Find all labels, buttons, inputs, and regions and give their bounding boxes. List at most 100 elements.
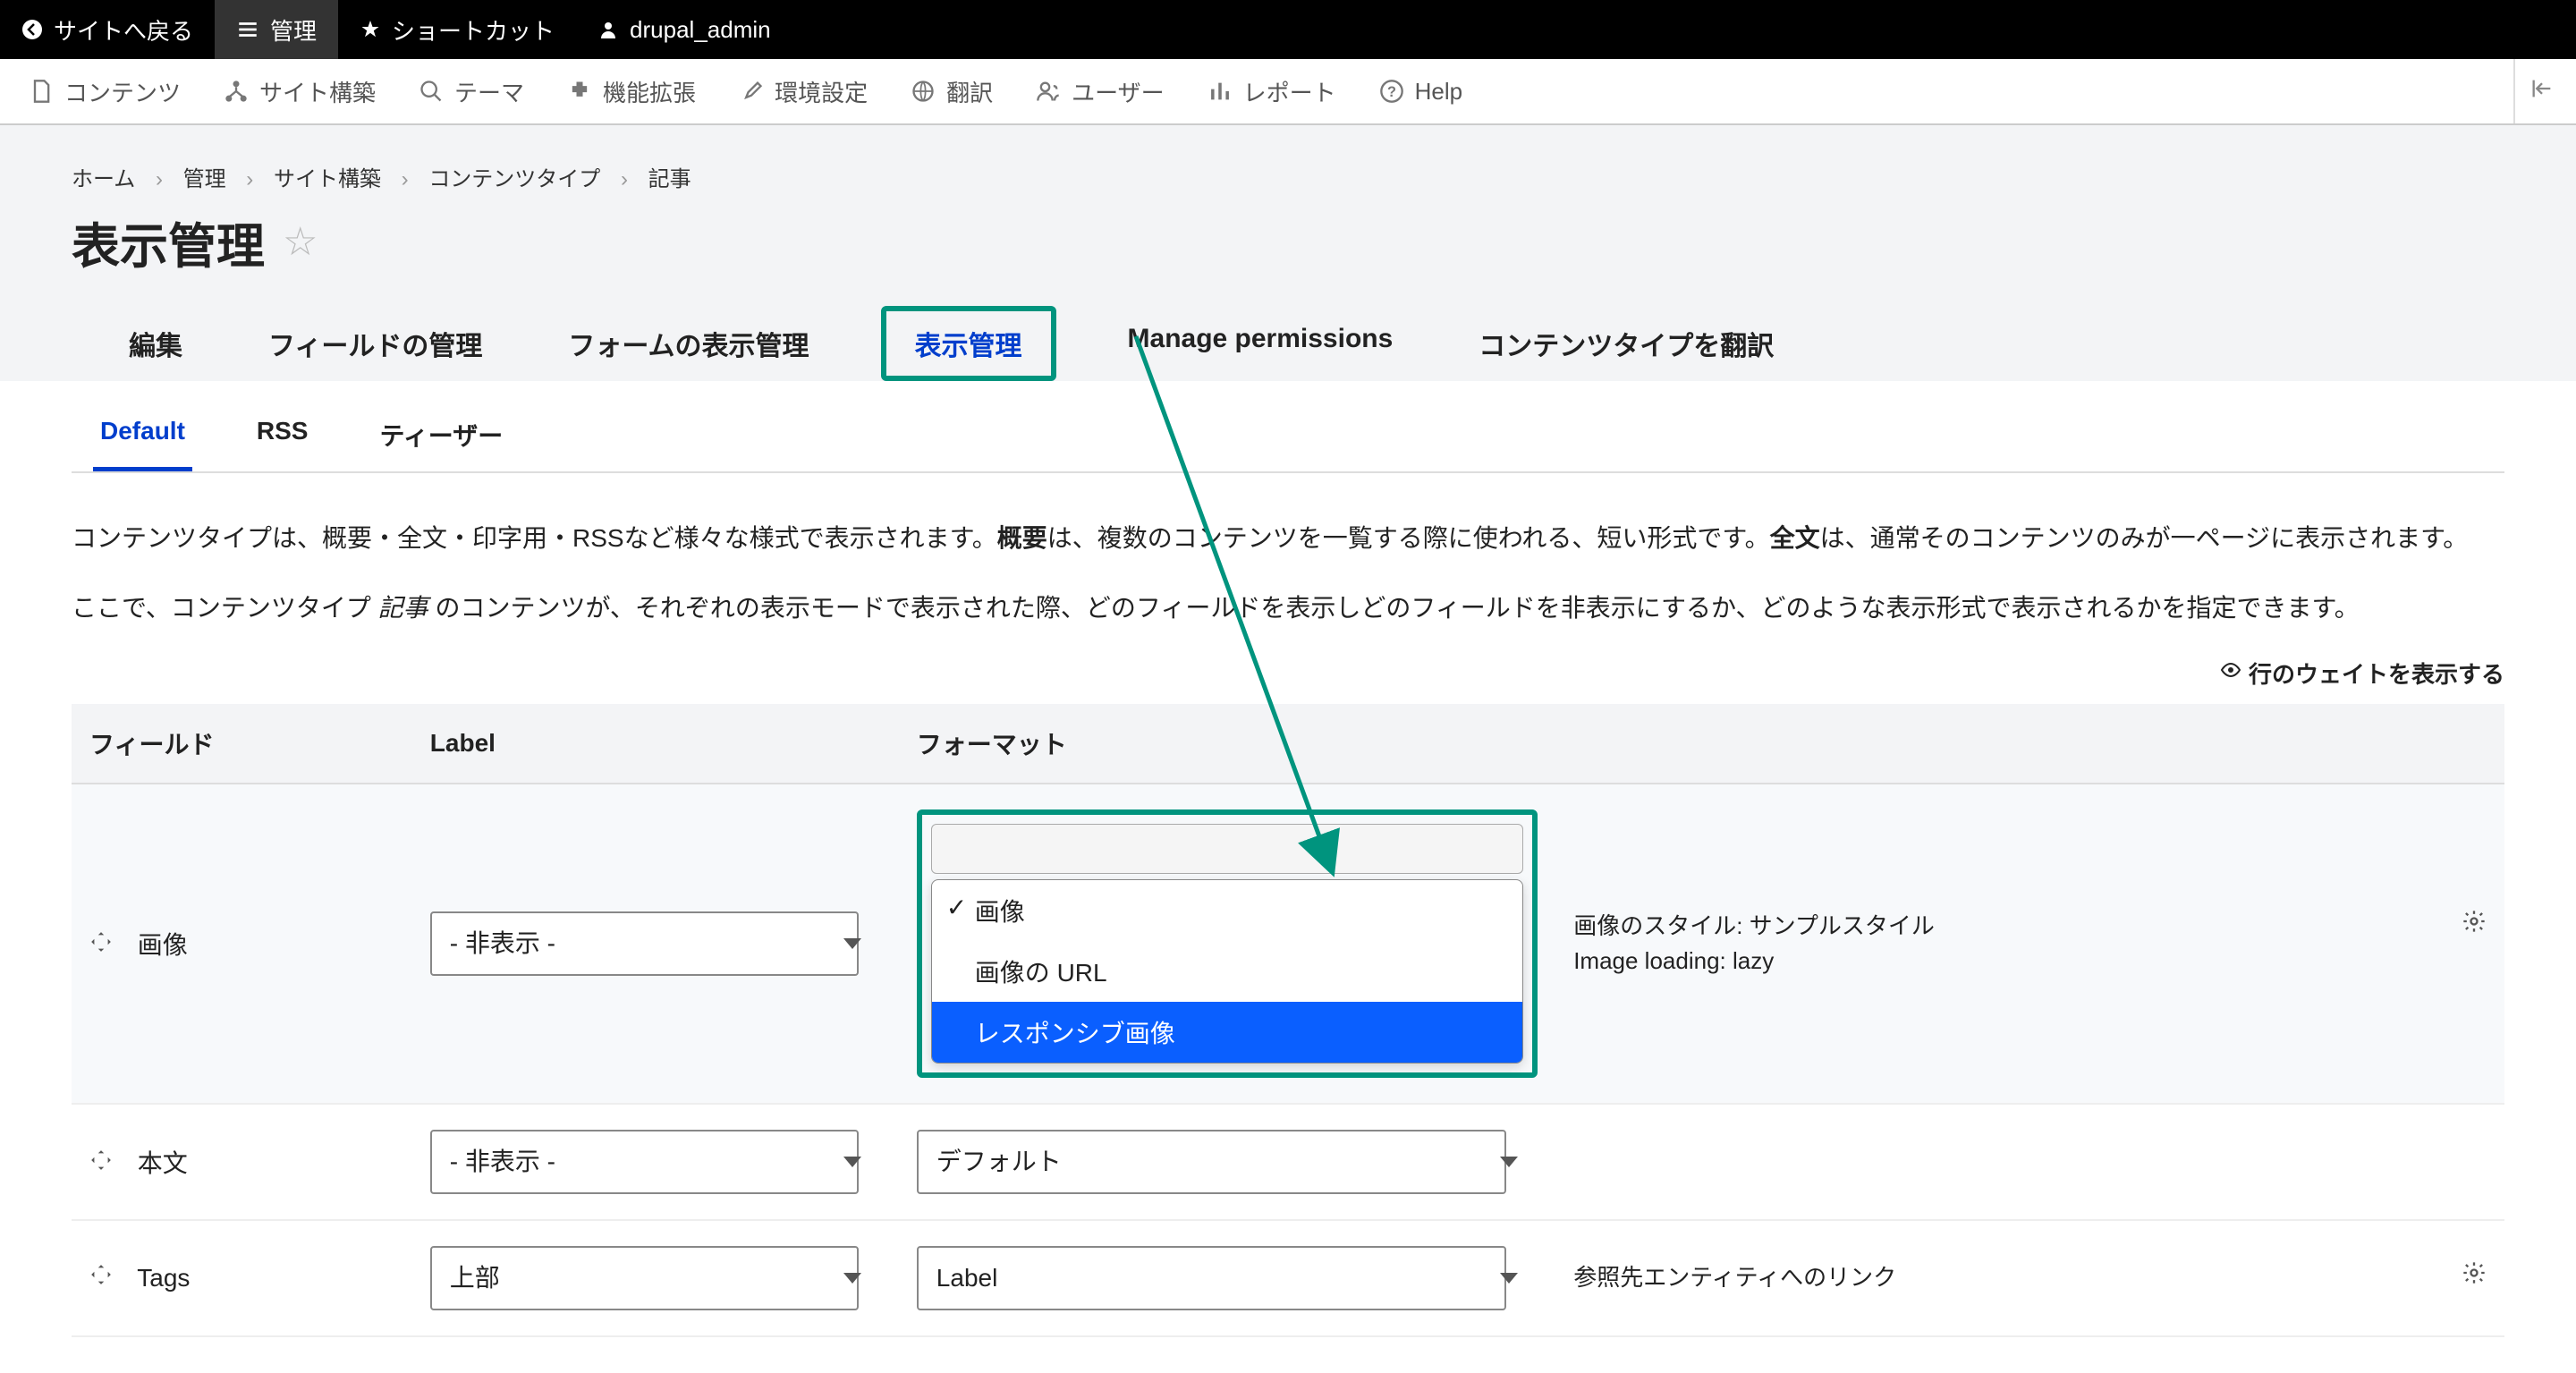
settings-gear-button[interactable] <box>2462 1260 2487 1292</box>
reports-icon <box>1208 79 1233 104</box>
admin-reports-link[interactable]: レポート <box>1186 59 1358 123</box>
breadcrumb-sep: › <box>402 167 409 191</box>
format-dropdown-open: 画像 画像の URL レスポンシブ画像 <box>931 879 1523 1064</box>
settings-gear-button[interactable] <box>2462 909 2487 940</box>
admin-translate-link[interactable]: 翻訳 <box>889 59 1014 123</box>
breadcrumb-item[interactable]: サイト構築 <box>274 167 381 191</box>
format-option-image[interactable]: 画像 <box>932 880 1522 941</box>
hamburger-icon <box>236 18 259 41</box>
admin-content-link[interactable]: コンテンツ <box>7 59 202 123</box>
subtab-default[interactable]: Default <box>93 403 192 471</box>
label-select-image[interactable]: - 非表示 - <box>430 911 859 976</box>
admin-extend-link[interactable]: 機能拡張 <box>546 59 717 123</box>
breadcrumb-sep: › <box>156 167 163 191</box>
admin-structure-label: サイト構築 <box>259 75 376 108</box>
summary-image-style: 画像のスタイル: サンプルスタイル <box>1573 909 2487 944</box>
format-option-url[interactable]: 画像の URL <box>932 941 1522 1002</box>
field-name-body: 本文 <box>138 1149 188 1177</box>
user-menu-button[interactable]: drupal_admin <box>576 0 792 59</box>
breadcrumb: ホーム › 管理 › サイト構築 › コンテンツタイプ › 記事 <box>72 161 2504 192</box>
show-row-weights-label: 行のウェイトを表示する <box>2249 657 2504 690</box>
field-name-image: 画像 <box>138 931 188 959</box>
people-icon <box>1036 79 1061 104</box>
content-icon <box>29 79 54 104</box>
secondary-tabs: Default RSS ティーザー <box>72 403 2504 473</box>
field-name-tags: Tags <box>137 1264 190 1292</box>
field-display-table: フィールド Label フォーマット 画像 - 非表示 - <box>72 704 2504 1337</box>
user-icon <box>597 19 619 40</box>
summary-image-loading: Image loading: lazy <box>1573 944 2487 979</box>
admin-menu-label: 管理 <box>270 13 317 47</box>
breadcrumb-sep: › <box>621 167 628 191</box>
label-select-tags[interactable]: 上部 <box>430 1246 859 1310</box>
structure-icon <box>224 79 249 104</box>
page-title: 表示管理 <box>72 207 265 277</box>
admin-appearance-link[interactable]: テーマ <box>397 59 546 123</box>
tab-manage-permissions[interactable]: Manage permissions <box>1114 306 1408 381</box>
admin-people-link[interactable]: ユーザー <box>1014 59 1185 123</box>
table-row-image: 画像 - 非表示 - 画像 画像の URL レスポンシブ画像 <box>72 784 2504 1104</box>
shortcuts-button[interactable]: ショートカット <box>338 0 576 59</box>
admin-config-label: 環境設定 <box>775 75 868 108</box>
drag-handle-icon[interactable] <box>89 1148 113 1178</box>
tab-manage-display[interactable]: 表示管理 <box>881 306 1056 381</box>
back-arrow-icon <box>21 19 43 40</box>
primary-tabs: 編集 フィールドの管理 フォームの表示管理 表示管理 Manage permis… <box>72 306 2504 381</box>
breadcrumb-item[interactable]: コンテンツタイプ <box>428 167 600 191</box>
help-icon: ? <box>1379 79 1404 104</box>
th-summary <box>1555 704 2504 784</box>
toolbar-top: サイトへ戻る 管理 ショートカット drupal_admin <box>0 0 2576 59</box>
star-icon <box>360 19 381 40</box>
admin-structure-link[interactable]: サイト構築 <box>202 59 397 123</box>
breadcrumb-item[interactable]: 管理 <box>183 167 226 191</box>
back-to-site-label: サイトへ戻る <box>54 13 193 47</box>
admin-menu-button[interactable]: 管理 <box>215 0 338 59</box>
summary-tags: 参照先エンティティへのリンク <box>1573 1260 2487 1295</box>
toolbar-admin: コンテンツ サイト構築 テーマ 機能拡張 環境設定 翻訳 ユーザー レポート ?… <box>0 59 2576 125</box>
tab-manage-form[interactable]: フォームの表示管理 <box>554 306 823 381</box>
table-row-tags: Tags 上部 Label 参照先エンティティへのリンク <box>72 1220 2504 1336</box>
breadcrumb-sep: › <box>246 167 253 191</box>
format-select-body[interactable]: デフォルト <box>917 1130 1507 1194</box>
table-row-body: 本文 - 非表示 - デフォルト <box>72 1104 2504 1220</box>
admin-translate-label: 翻訳 <box>946 75 993 108</box>
format-highlight-box: 画像 画像の URL レスポンシブ画像 <box>917 809 1538 1078</box>
admin-config-link[interactable]: 環境設定 <box>717 59 889 123</box>
admin-help-label: Help <box>1415 78 1462 106</box>
admin-appearance-label: テーマ <box>454 75 524 108</box>
format-select-image[interactable] <box>931 824 1523 874</box>
format-select-tags[interactable]: Label <box>917 1246 1507 1310</box>
favorite-star-icon[interactable]: ☆ <box>283 219 318 265</box>
content-area: Default RSS ティーザー コンテンツタイプは、概要・全文・印字用・RS… <box>0 381 2576 1373</box>
breadcrumb-item[interactable]: ホーム <box>72 167 135 191</box>
description-2: ここで、コンテンツタイプ 記事 のコンテンツが、それぞれの表示モードで表示された… <box>72 586 2504 631</box>
tab-edit[interactable]: 編集 <box>114 306 197 381</box>
collapse-icon <box>2529 76 2555 107</box>
breadcrumb-item[interactable]: 記事 <box>648 167 691 191</box>
back-to-site-button[interactable]: サイトへ戻る <box>0 0 215 59</box>
shortcuts-label: ショートカット <box>392 13 555 47</box>
page-header: ホーム › 管理 › サイト構築 › コンテンツタイプ › 記事 表示管理 ☆ … <box>0 125 2576 381</box>
show-row-weights-link[interactable]: 行のウェイトを表示する <box>2220 657 2504 690</box>
format-option-responsive[interactable]: レスポンシブ画像 <box>932 1002 1522 1063</box>
admin-people-label: ユーザー <box>1072 75 1164 108</box>
admin-reports-label: レポート <box>1243 75 1336 108</box>
label-select-body[interactable]: - 非表示 - <box>430 1130 859 1194</box>
th-label: Label <box>412 704 899 784</box>
toolbar-collapse-button[interactable] <box>2513 59 2569 123</box>
description-1: コンテンツタイプは、概要・全文・印字用・RSSなど様々な様式で表示されます。概要… <box>72 516 2504 561</box>
drag-handle-icon[interactable] <box>89 930 113 960</box>
drag-handle-icon[interactable] <box>89 1263 113 1292</box>
subtab-rss[interactable]: RSS <box>250 403 316 471</box>
user-label: drupal_admin <box>630 16 771 44</box>
tab-translate[interactable]: コンテンツタイプを翻訳 <box>1464 306 1788 381</box>
appearance-icon <box>419 79 444 104</box>
eye-icon <box>2220 659 2241 687</box>
admin-help-link[interactable]: ? Help <box>1358 59 1484 123</box>
th-format: フォーマット <box>899 704 1555 784</box>
globe-icon <box>911 79 936 104</box>
subtab-teaser[interactable]: ティーザー <box>372 403 510 471</box>
admin-content-label: コンテンツ <box>64 75 181 108</box>
tab-manage-fields[interactable]: フィールドの管理 <box>254 306 496 381</box>
svg-text:?: ? <box>1387 84 1396 100</box>
